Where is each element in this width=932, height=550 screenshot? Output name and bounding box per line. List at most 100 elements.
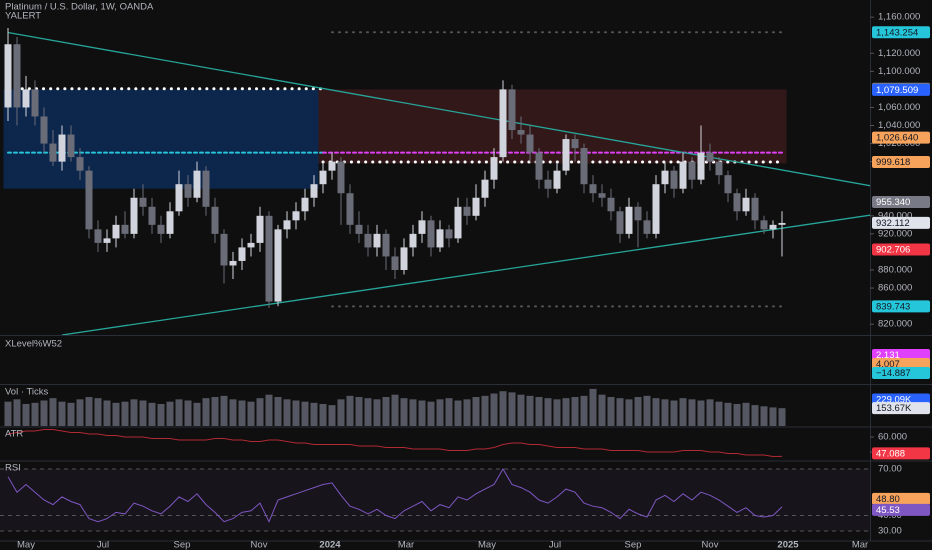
x-tick-label: May xyxy=(478,540,496,550)
candle-body xyxy=(544,179,552,189)
candle-body xyxy=(274,229,282,302)
price-badge-label: 1,079.509 xyxy=(876,85,918,96)
candle-body xyxy=(418,220,426,234)
volume-bar xyxy=(607,397,615,426)
volume-bar xyxy=(625,399,633,426)
price-badge-label: 932.112 xyxy=(876,218,910,229)
candle-body xyxy=(778,222,786,225)
x-tick-label: Sep xyxy=(625,540,642,550)
candle-body xyxy=(472,197,480,216)
x-tick-label: Jul xyxy=(549,540,561,550)
volume-bar xyxy=(472,397,480,426)
price-badge-label: 4.007 xyxy=(876,359,900,370)
volume-bar xyxy=(247,401,255,426)
candle-body xyxy=(715,161,723,176)
volume-bar xyxy=(382,397,390,426)
candle-body xyxy=(157,224,165,234)
x-tick-label: 2024 xyxy=(319,540,341,550)
candle-body xyxy=(346,193,354,225)
candle-body xyxy=(634,206,642,221)
volume-bar xyxy=(661,399,669,426)
price-badge xyxy=(872,367,930,379)
volume-bar xyxy=(634,397,642,426)
price-badge-label: 955.340 xyxy=(876,197,910,208)
main-pane xyxy=(3,27,870,335)
price-badge-label: 153.67K xyxy=(876,403,912,414)
x-tick-label: Jul xyxy=(97,540,109,550)
x-tick-label: Nov xyxy=(251,540,268,550)
volume-bar xyxy=(409,399,417,426)
volume-bar xyxy=(778,408,786,426)
candle-body xyxy=(643,220,651,234)
volume-bar xyxy=(391,394,399,426)
volume-bar xyxy=(238,400,246,426)
y-tick-label: 920.000 xyxy=(878,228,912,239)
y-tick-label: 1,060.000 xyxy=(878,102,920,113)
volume-bar xyxy=(571,397,579,426)
candle-body xyxy=(580,148,588,185)
candle-body xyxy=(481,179,489,198)
volume-bar xyxy=(49,398,57,426)
rsi-band xyxy=(0,468,870,532)
volume-bar xyxy=(706,399,714,426)
candle-body xyxy=(706,152,714,162)
volume-bar xyxy=(562,398,570,426)
y-tick-label: 70.00 xyxy=(878,463,902,474)
candle-body xyxy=(598,193,606,198)
volume-bar xyxy=(139,400,147,426)
volume-bar xyxy=(40,400,48,426)
candle-body xyxy=(148,206,156,225)
volume-bar xyxy=(445,398,453,426)
chart-subtitle: YALERT xyxy=(5,11,41,22)
candle-body xyxy=(337,161,345,194)
price-badge xyxy=(872,155,930,168)
volume-bar xyxy=(490,393,498,426)
volume-bar xyxy=(544,398,552,426)
volume-bar xyxy=(733,403,741,426)
volume-bar xyxy=(193,402,201,426)
price-badge-label: 47.088 xyxy=(876,448,905,459)
chart-title: Platinum / U.S. Dollar, 1W, OANDA xyxy=(5,2,154,13)
candle-body xyxy=(625,206,633,234)
volume-bar xyxy=(364,398,372,426)
volume-bar xyxy=(13,399,21,426)
pane-title: XLevel%W52 xyxy=(5,339,62,350)
candle-body xyxy=(22,89,30,108)
x-tick-label: 2025 xyxy=(777,540,799,550)
price-badge xyxy=(872,402,930,415)
price-badge xyxy=(872,83,930,96)
trend-line xyxy=(61,214,870,335)
candle-body xyxy=(733,193,741,212)
volume-bar xyxy=(643,395,651,426)
candle-body xyxy=(238,247,246,261)
volume-bar xyxy=(319,403,327,426)
pane-title: Vol · Ticks xyxy=(5,387,49,398)
candle-body xyxy=(13,44,21,108)
price-badge-label: 999.618 xyxy=(876,157,910,168)
volume-bar xyxy=(418,400,426,426)
price-badge-label: 902.706 xyxy=(876,244,910,255)
volume-bar xyxy=(283,399,291,426)
candle-body xyxy=(724,175,732,194)
candle-body xyxy=(697,152,705,180)
candle-body xyxy=(427,220,435,248)
candle-body xyxy=(184,184,192,198)
x-tick-label: Mar xyxy=(398,540,414,550)
volume-bar xyxy=(526,395,534,426)
volume-bar xyxy=(148,402,156,426)
candle-body xyxy=(517,130,525,135)
volume-bar xyxy=(373,399,381,426)
pane-title: ATR xyxy=(5,429,23,440)
volume-bar xyxy=(751,405,759,426)
candle-body xyxy=(607,197,615,212)
volume-bar xyxy=(400,398,408,426)
y-tick-label: 30.00 xyxy=(878,526,902,537)
volume-bar xyxy=(697,400,705,426)
volume-bar xyxy=(301,401,309,426)
candle-body xyxy=(535,152,543,180)
candle-body xyxy=(76,157,84,171)
price-badge xyxy=(872,300,930,313)
price-badge-label: 2.131 xyxy=(876,350,900,361)
indicator-line xyxy=(7,468,783,523)
